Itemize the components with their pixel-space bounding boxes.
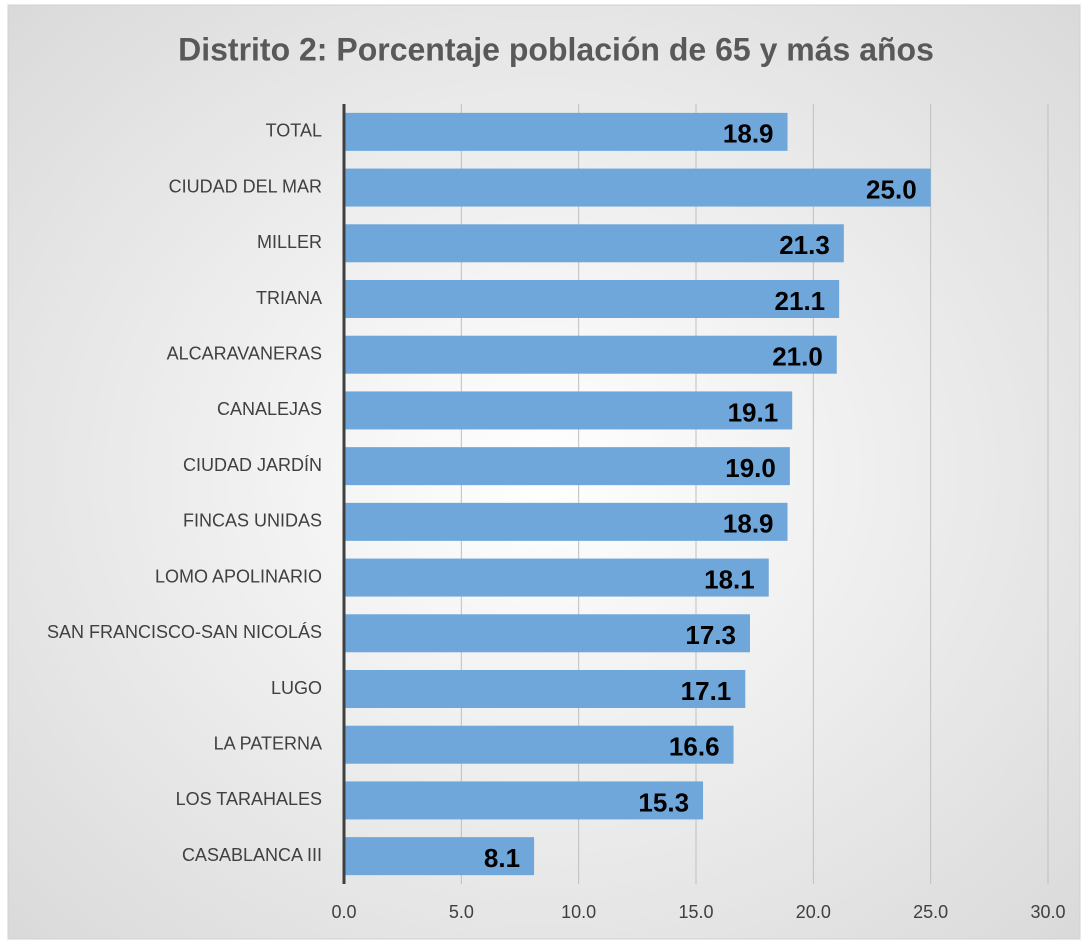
data-label: 21.3 <box>779 230 830 260</box>
y-tick-label: TOTAL <box>266 121 322 141</box>
data-label: 8.1 <box>484 843 520 873</box>
data-label: 19.1 <box>728 397 779 427</box>
y-tick-label: LUGO <box>271 678 322 698</box>
y-tick-label: LA PATERNA <box>214 733 322 753</box>
y-tick-label: LOMO APOLINARIO <box>155 566 322 586</box>
data-label: 19.0 <box>725 453 776 483</box>
x-tick-label: 10.0 <box>561 902 596 922</box>
y-tick-label: CANALEJAS <box>217 399 322 419</box>
bar <box>344 447 790 486</box>
data-label: 15.3 <box>638 787 689 817</box>
y-tick-label: FINCAS UNIDAS <box>183 511 322 531</box>
y-tick-label: CASABLANCA III <box>182 845 322 865</box>
bar <box>344 280 840 318</box>
data-label: 17.3 <box>685 620 736 650</box>
bar <box>344 670 746 708</box>
data-label: 18.1 <box>704 564 755 594</box>
y-tick-label: CIUDAD JARDÍN <box>183 455 322 475</box>
bar <box>344 112 788 151</box>
x-tick-label: 30.0 <box>1030 902 1065 922</box>
x-tick-label: 20.0 <box>796 902 831 922</box>
data-label: 21.1 <box>775 286 826 316</box>
bar <box>344 335 837 374</box>
chart-title: Distrito 2: Porcentaje población de 65 y… <box>178 31 934 67</box>
bar <box>344 391 793 430</box>
bar <box>344 614 750 653</box>
data-label: 18.9 <box>723 509 774 539</box>
data-label: 16.6 <box>669 732 720 762</box>
x-tick-label: 15.0 <box>678 902 713 922</box>
y-tick-label: LOS TARAHALES <box>176 789 322 809</box>
bar <box>344 725 734 764</box>
bar <box>344 224 844 263</box>
data-label: 18.9 <box>723 119 774 149</box>
bar <box>344 558 769 597</box>
y-tick-label: SAN FRANCISCO-SAN NICOLÁS <box>47 622 322 642</box>
bar <box>344 781 704 820</box>
y-tick-label: TRIANA <box>256 288 322 308</box>
data-label: 21.0 <box>772 342 823 372</box>
data-label: 17.1 <box>681 676 732 706</box>
x-tick-label: 5.0 <box>449 902 474 922</box>
bar <box>344 837 535 876</box>
x-tick-label: 0.0 <box>331 902 356 922</box>
x-tick-label: 25.0 <box>913 902 948 922</box>
y-tick-label: CIUDAD DEL MAR <box>169 176 322 196</box>
bar <box>344 168 931 207</box>
y-tick-label: ALCARAVANERAS <box>167 343 322 363</box>
bar <box>344 502 788 541</box>
y-tick-label: MILLER <box>257 232 322 252</box>
data-label: 25.0 <box>866 174 917 204</box>
